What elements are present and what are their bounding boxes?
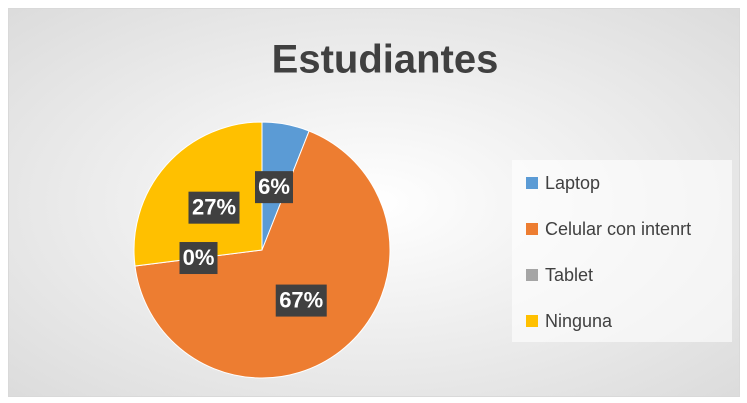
legend-label: Celular con intenrt (545, 219, 691, 239)
data-label-box (179, 242, 218, 275)
chart-title: Estudiantes (272, 38, 499, 82)
data-label: 0% (183, 245, 215, 270)
data-label-box (254, 171, 293, 204)
data-label: 27% (192, 194, 236, 219)
legend-swatch (526, 269, 538, 281)
data-label: 67% (279, 287, 323, 312)
legend-swatch (526, 315, 538, 327)
legend-swatch (526, 177, 538, 189)
data-label: 6% (258, 174, 290, 199)
legend-label: Laptop (545, 173, 600, 193)
data-label-box (275, 284, 327, 317)
data-label-box (188, 191, 240, 224)
legend-swatch (526, 223, 538, 235)
legend-label: Tablet (545, 265, 593, 285)
legend-label: Ninguna (545, 311, 613, 331)
legend-box (512, 160, 732, 342)
